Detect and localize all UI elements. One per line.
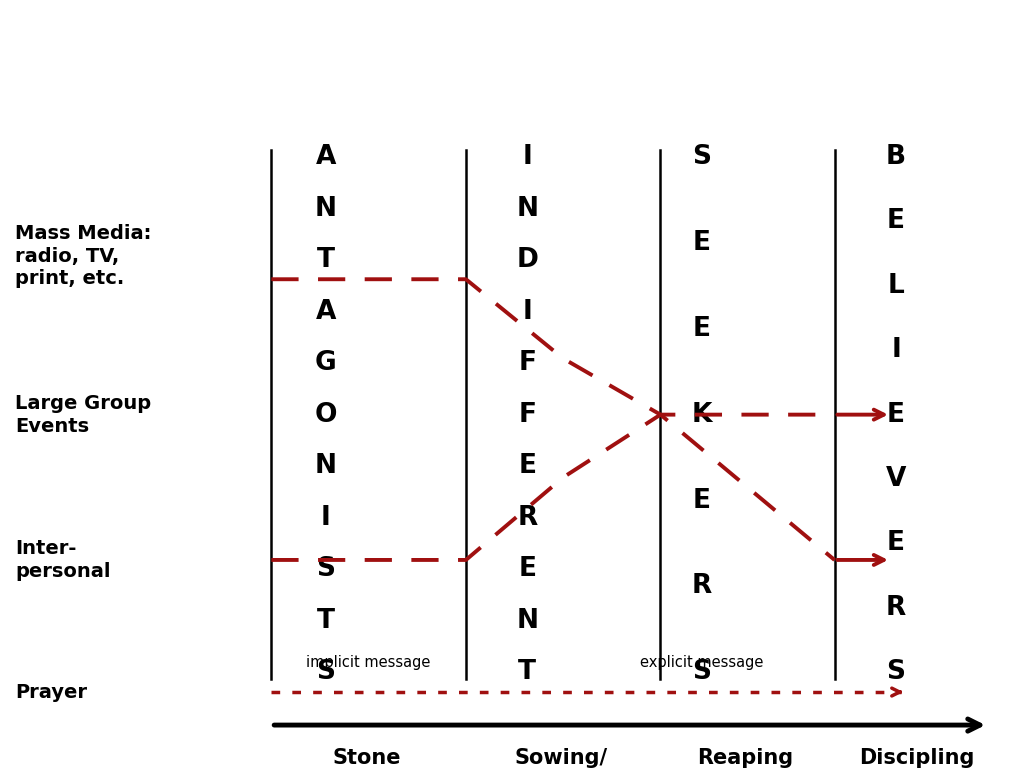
Text: A: A [315,299,336,325]
Text: E: E [887,402,905,428]
Text: I: I [321,505,331,531]
Text: A: A [315,144,336,170]
Text: B: B [886,144,906,170]
Text: Large Group
Events: Large Group Events [15,394,152,435]
Text: Prayer: Prayer [15,683,87,701]
Text: E: E [518,453,537,479]
Text: N: N [314,196,337,222]
Text: R: R [886,595,906,621]
Text: Inter-
personal: Inter- personal [15,539,111,581]
Text: Discipling: Discipling [859,748,974,768]
Text: E: E [692,230,711,256]
Text: N: N [516,196,539,222]
Text: I: I [522,144,532,170]
Text: Evangelism Process, Influence: Evangelism Process, Influence [131,24,893,67]
Text: Mass Media:
radio, TV,
print, etc.: Mass Media: radio, TV, print, etc. [15,224,152,288]
Text: I: I [891,337,901,363]
Text: T: T [316,607,335,634]
Text: of Media, and Communication Roles: of Media, and Communication Roles [61,78,963,121]
Text: F: F [518,402,537,428]
Text: S: S [692,144,711,170]
Text: E: E [518,556,537,582]
Text: S: S [692,659,711,685]
Text: I: I [522,299,532,325]
Text: Sowing/
Watering: Sowing/ Watering [507,748,615,768]
Text: E: E [692,488,711,514]
Text: E: E [887,208,905,234]
Text: Stone
Clearing: Stone Clearing [317,748,416,768]
Text: D: D [516,247,539,273]
Text: E: E [887,531,905,557]
Text: implicit message: implicit message [306,655,431,670]
Text: R: R [691,574,712,599]
Text: R: R [517,505,538,531]
Text: T: T [316,247,335,273]
Text: Reaping: Reaping [697,748,794,768]
Text: S: S [316,556,335,582]
Text: explicit message: explicit message [640,655,763,670]
Text: E: E [692,316,711,342]
Text: T: T [518,659,537,685]
Text: N: N [516,607,539,634]
Text: V: V [886,466,906,492]
Text: L: L [888,273,904,299]
Text: S: S [316,659,335,685]
Text: S: S [887,659,905,685]
Text: O: O [314,402,337,428]
Text: F: F [518,350,537,376]
Text: K: K [691,402,712,428]
Text: G: G [314,350,337,376]
Text: N: N [314,453,337,479]
